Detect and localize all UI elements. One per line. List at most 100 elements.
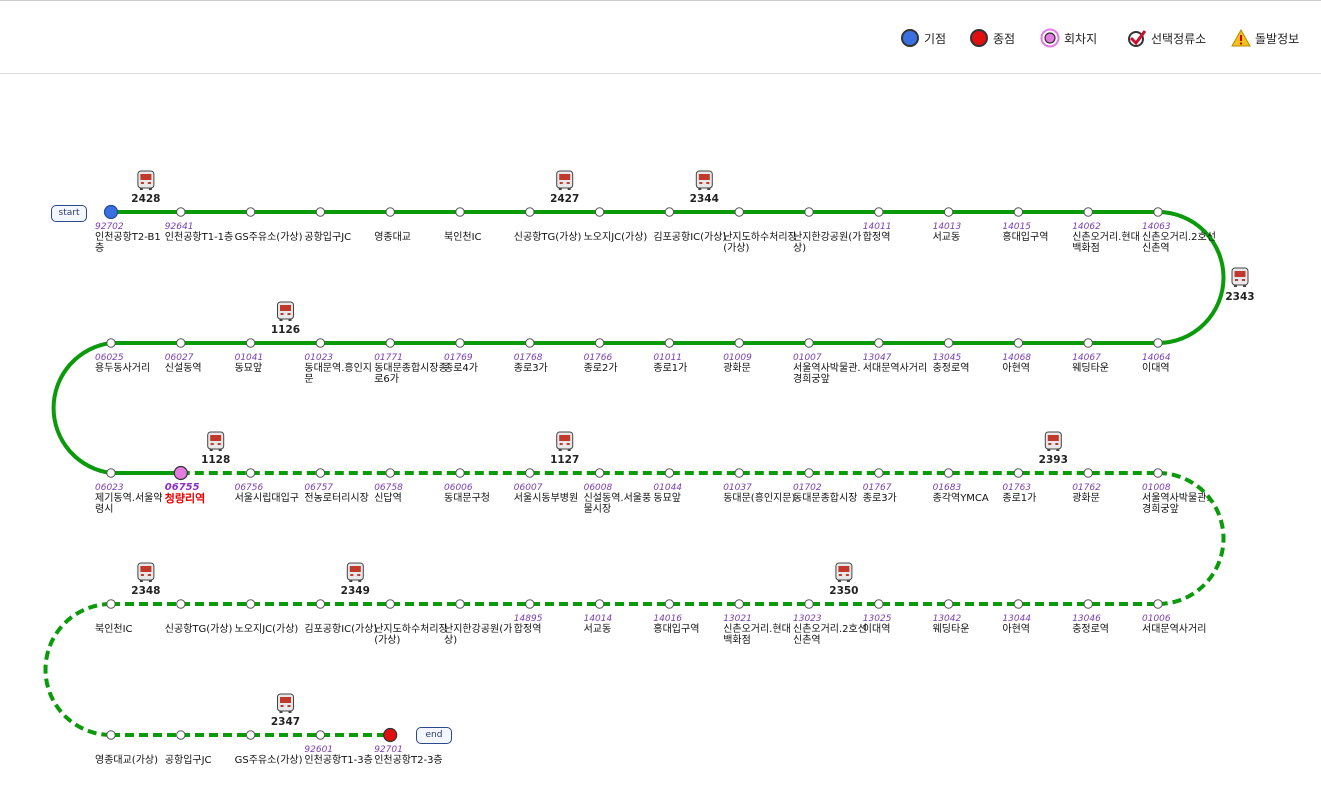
- station-name[interactable]: 용두동사거리: [95, 363, 151, 374]
- bus-number[interactable]: 2344: [689, 193, 719, 205]
- bus-icon: [137, 170, 155, 190]
- station-name[interactable]: 청량리역: [164, 492, 206, 505]
- station-name[interactable]: 합정역: [513, 624, 542, 635]
- station-name[interactable]: 김포공항IC(가상): [653, 232, 727, 243]
- station-number: 14016: [653, 614, 683, 624]
- station-name[interactable]: 동대문역.흥인지문: [304, 363, 372, 385]
- station-number: 06023: [95, 483, 124, 493]
- station-name[interactable]: 인천공항T2-B1층: [95, 232, 161, 254]
- bus-number[interactable]: 2428: [131, 193, 161, 205]
- station-name[interactable]: 광화문: [723, 363, 751, 374]
- bus-number[interactable]: 2348: [131, 585, 161, 597]
- station-number: 01008: [1142, 483, 1171, 493]
- station-name[interactable]: 종로2가: [583, 363, 618, 374]
- station-name[interactable]: 종로1가: [1002, 493, 1037, 504]
- bus-number[interactable]: 2427: [550, 193, 580, 205]
- bus-icon: [1231, 267, 1249, 287]
- station-name[interactable]: 충정로역: [932, 363, 970, 374]
- station-name[interactable]: 웨딩타운: [932, 624, 970, 635]
- station-name[interactable]: 종로4가: [444, 363, 478, 374]
- station-node: [943, 338, 954, 348]
- station-name[interactable]: 북인천IC: [444, 232, 482, 243]
- station-name[interactable]: 서울시립대입구: [234, 493, 299, 504]
- station-name[interactable]: 신공항TG(가상): [513, 232, 582, 243]
- station-name[interactable]: 인천공항T2-3층: [374, 755, 443, 766]
- station-name[interactable]: 동대문종합시장종로6가: [374, 363, 448, 385]
- station-name[interactable]: 신설동역: [164, 363, 202, 374]
- station-name[interactable]: 광화문: [1072, 493, 1100, 504]
- station-name[interactable]: 종각역YMCA: [932, 493, 989, 504]
- bus-number[interactable]: 2349: [340, 585, 370, 597]
- station-number: 01009: [723, 353, 752, 363]
- station-name[interactable]: 서교동: [583, 624, 612, 635]
- station-name[interactable]: 동묘앞: [234, 363, 263, 374]
- station-name[interactable]: 난지도하수처리장(가상): [723, 232, 797, 254]
- bus-number[interactable]: 1128: [201, 454, 231, 466]
- station-name[interactable]: 서대문역사거리: [1142, 624, 1207, 635]
- station-number: 01037: [723, 483, 752, 493]
- station-name[interactable]: 이대역: [862, 624, 891, 635]
- station-name[interactable]: 신촌오거리.2호선신촌역: [793, 624, 867, 646]
- station-name[interactable]: 신답역: [374, 493, 402, 504]
- station-name[interactable]: 신촌오거리.2호선신촌역: [1142, 232, 1216, 254]
- station-name[interactable]: 종로3가: [513, 363, 548, 374]
- station-node: [874, 468, 884, 478]
- station-name[interactable]: 김포공항IC(가상): [304, 624, 378, 635]
- station-node: [664, 207, 675, 217]
- station-name[interactable]: GS주유소(가상): [234, 755, 303, 766]
- station-name[interactable]: 합정역: [862, 232, 891, 243]
- bus-number[interactable]: 1126: [270, 324, 301, 336]
- legend-turnaround: 회차지: [1040, 27, 1097, 49]
- station-name[interactable]: 신설동역.서울풍물시장: [583, 493, 652, 515]
- station-name[interactable]: 동대문구청: [444, 493, 490, 504]
- station-name[interactable]: 난지한강공원(가상): [444, 624, 513, 646]
- station-name[interactable]: 이대역: [1142, 363, 1170, 374]
- bus-number[interactable]: 2343: [1225, 291, 1255, 303]
- station-name[interactable]: 제기동역.서울약령시: [95, 493, 163, 515]
- station-node: [245, 207, 256, 217]
- station-name[interactable]: 신공항TG(가상): [164, 624, 233, 635]
- station-node: [525, 338, 535, 348]
- station-name[interactable]: 서울시동부병원: [513, 493, 579, 504]
- station-name[interactable]: 인천공항T1-1층: [164, 232, 234, 243]
- station-name[interactable]: 노오지JC(가상): [234, 624, 299, 635]
- station-name[interactable]: 영종대교(가상): [95, 755, 159, 766]
- bus-number[interactable]: 1127: [550, 454, 580, 466]
- station-name[interactable]: 전농로터리시장: [304, 493, 369, 504]
- station-name[interactable]: 인천공항T1-3층: [304, 755, 373, 766]
- station-name[interactable]: 아현역: [1002, 624, 1030, 635]
- station-name[interactable]: 동묘앞: [653, 493, 681, 504]
- station-number: 14013: [932, 222, 962, 232]
- station-name[interactable]: 서대문역사거리: [862, 363, 928, 374]
- station-name[interactable]: 영종대교: [374, 232, 411, 243]
- station-name[interactable]: 난지한강공원(가상): [793, 232, 862, 254]
- station-name[interactable]: GS주유소(가상): [234, 232, 303, 243]
- bus-number[interactable]: 2350: [829, 585, 859, 597]
- start-tag: start: [51, 205, 87, 222]
- station-node: [594, 468, 605, 478]
- station-name[interactable]: 공항입구JC: [164, 755, 212, 766]
- station-name[interactable]: 신촌오거리.현대백화점: [1072, 232, 1140, 254]
- station-name[interactable]: 동대문(흥인지문): [723, 493, 796, 504]
- station-name[interactable]: 종로1가: [653, 363, 688, 374]
- station-name[interactable]: 서울역사박물관.경희궁앞: [793, 363, 861, 385]
- station-name[interactable]: 종로3가: [862, 493, 897, 504]
- bus-number[interactable]: 2347: [270, 716, 301, 728]
- station-name[interactable]: 신촌오거리.현대백화점: [723, 624, 791, 646]
- station-name[interactable]: 충정로역: [1072, 624, 1109, 635]
- station-name[interactable]: 동대문종합시장: [793, 493, 858, 504]
- station-name[interactable]: 홍대입구역: [1002, 232, 1049, 243]
- bus-number[interactable]: 2393: [1038, 454, 1068, 466]
- station-name[interactable]: 홍대입구역: [653, 624, 700, 635]
- station-number: 13046: [1072, 614, 1101, 624]
- station-name[interactable]: 서울역사박물관.경희궁앞: [1142, 493, 1210, 515]
- station-name[interactable]: 웨딩타운: [1072, 363, 1109, 374]
- start-point-icon: [103, 204, 119, 220]
- station-name[interactable]: 공항입구JC: [304, 232, 352, 243]
- station-name[interactable]: 아현역: [1002, 363, 1030, 374]
- station-name[interactable]: 난지도하수처리장(가상): [374, 624, 448, 646]
- station-node: [1083, 468, 1093, 478]
- station-name[interactable]: 서교동: [932, 232, 961, 243]
- station-name[interactable]: 노오지JC(가상): [583, 232, 648, 243]
- station-name[interactable]: 북인천IC: [95, 624, 133, 635]
